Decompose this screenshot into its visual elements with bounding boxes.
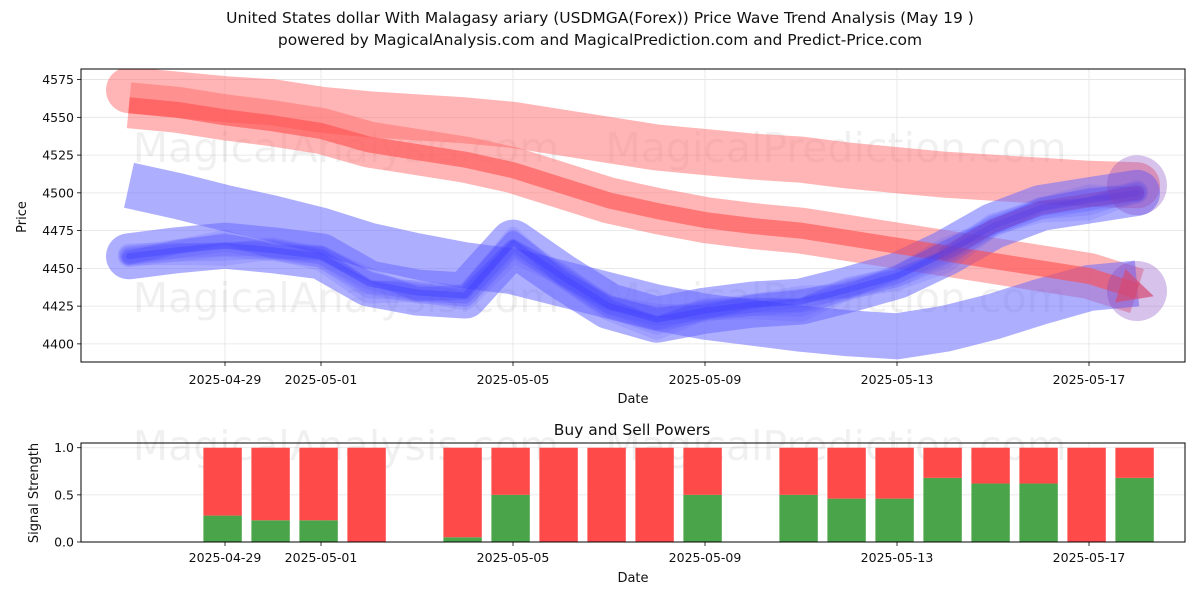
sell-bar xyxy=(1067,447,1106,542)
bottom-chart-title: Buy and Sell Powers xyxy=(554,421,711,439)
top-x-tick-label: 2025-05-05 xyxy=(477,372,550,387)
sell-bar xyxy=(203,447,242,516)
sell-bar xyxy=(827,447,866,499)
sell-bar xyxy=(491,447,530,495)
sell-bar xyxy=(539,447,578,542)
wave-line-blue xyxy=(120,182,1146,335)
top-y-axis-label: Price xyxy=(15,201,30,233)
top-plot-frame xyxy=(80,68,1186,363)
sell-bar xyxy=(683,447,722,495)
top-x-tick-label: 2025-05-01 xyxy=(285,372,358,387)
sell-bar xyxy=(587,447,626,542)
top-x-tick-label: 2025-05-09 xyxy=(669,372,742,387)
bottom-watermarks: MagicalAnalysis.com MagicalPrediction.co… xyxy=(133,422,1067,470)
wave-line-blue xyxy=(118,180,1148,340)
sell-bar xyxy=(1019,447,1058,484)
sell-bar xyxy=(971,447,1010,484)
figure-title: United States dollar With Malagasy ariar… xyxy=(226,9,974,27)
buy-bar xyxy=(1115,477,1154,542)
buy-bar xyxy=(971,483,1010,542)
buy-bar xyxy=(1019,483,1058,542)
bottom-x-tick-label: 2025-05-09 xyxy=(669,550,742,565)
top-y-tick-label: 4525 xyxy=(42,148,74,163)
top-y-tick-label: 4450 xyxy=(42,261,74,276)
bottom-y-axis-label: Signal Strength xyxy=(27,443,42,543)
wave-line-blue xyxy=(118,181,1148,331)
signal-bars xyxy=(203,447,1154,542)
bottom-x-tick-label: 2025-05-13 xyxy=(861,550,934,565)
top-x-tick-label: 2025-05-13 xyxy=(861,372,934,387)
top-x-axis-label: Date xyxy=(617,392,648,407)
top-x-tick-label: 2025-05-17 xyxy=(1053,372,1126,387)
bottom-x-tick-label: 2025-05-17 xyxy=(1053,550,1126,565)
wave-line-blue-core xyxy=(126,189,1140,323)
top-y-tick-label: 4500 xyxy=(42,185,74,200)
buy-bar xyxy=(251,520,290,542)
buy-bar xyxy=(779,494,818,542)
sell-bar xyxy=(443,447,482,538)
buy-bar xyxy=(491,494,530,542)
sell-bar xyxy=(251,447,290,521)
top-axis-ticks: 2025-04-29 2025-05-01 2025-05-05 2025-05-09… xyxy=(42,72,1125,387)
sell-bar xyxy=(875,447,914,499)
trend-band-red xyxy=(106,69,1160,209)
top-x-tick-label: 2025-04-29 xyxy=(189,372,262,387)
sell-bar xyxy=(1115,447,1154,478)
top-y-tick-label: 4475 xyxy=(42,223,74,238)
top-y-tick-label: 4425 xyxy=(42,299,74,314)
bottom-x-tick-label: 2025-05-01 xyxy=(285,550,358,565)
buy-bar xyxy=(203,515,242,542)
top-y-tick-label: 4575 xyxy=(42,72,74,87)
buy-bar xyxy=(443,537,482,542)
wave-line-blue xyxy=(122,185,1144,330)
price-series xyxy=(106,69,1167,360)
sell-bar xyxy=(635,447,674,542)
bottom-x-tick-label: 2025-05-05 xyxy=(477,550,550,565)
wave-line-blue xyxy=(122,184,1144,320)
bottom-y-tick-label: 0.0 xyxy=(54,535,74,550)
buy-bar xyxy=(923,477,962,542)
bottom-x-tick-label: 2025-04-29 xyxy=(189,550,262,565)
sell-bar xyxy=(299,447,338,521)
band-end-marker xyxy=(1107,155,1167,216)
bottom-plot-frame xyxy=(80,442,1186,543)
bottom-x-axis-label: Date xyxy=(617,571,648,586)
buy-bar xyxy=(299,520,338,542)
wave-line-blue xyxy=(120,184,1146,326)
wave-line-blue xyxy=(122,187,1144,321)
buy-bar xyxy=(875,498,914,542)
sell-bar xyxy=(923,447,962,478)
bottom-axis-ticks: 2025-04-29 2025-05-01 2025-05-05 2025-05-09… xyxy=(54,440,1125,565)
top-y-tick-label: 4400 xyxy=(42,336,74,351)
top-y-tick-label: 4550 xyxy=(42,110,74,125)
wave-overlap-purple xyxy=(938,185,1144,261)
figure-subtitle: powered by MagicalAnalysis.com and Magic… xyxy=(277,31,923,49)
buy-bar xyxy=(827,498,866,542)
sell-bar xyxy=(779,447,818,495)
trend-band-blue xyxy=(106,169,1160,343)
sell-bar xyxy=(347,447,386,542)
band-end-marker xyxy=(1107,261,1167,322)
bottom-y-tick-label: 0.5 xyxy=(54,487,74,502)
buy-bar xyxy=(683,494,722,542)
bottom-y-tick-label: 1.0 xyxy=(54,440,74,455)
trend-arrow-red xyxy=(128,97,1154,303)
